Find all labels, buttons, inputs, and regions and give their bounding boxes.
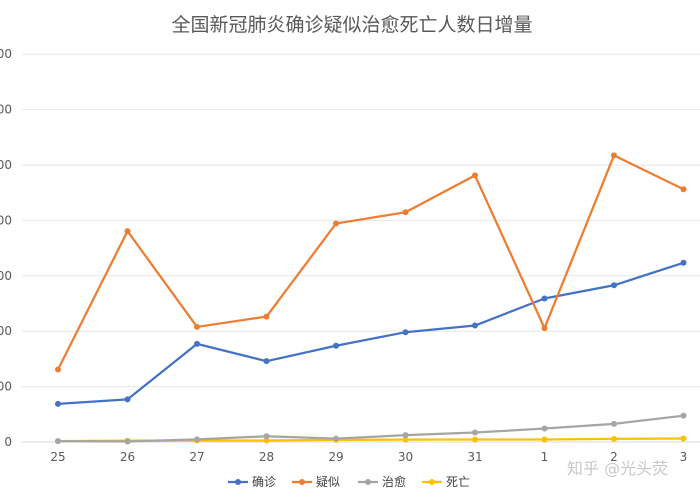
data-point-死亡-3 — [680, 435, 687, 442]
data-point-确诊-30 — [402, 329, 409, 336]
data-point-疑似-3 — [680, 186, 687, 193]
series-line-疑似 — [56, 154, 685, 371]
legend-marker-疑似 — [299, 479, 305, 485]
legend-marker-死亡 — [429, 479, 435, 485]
data-point-确诊-25 — [55, 400, 61, 407]
data-point-治愈-25 — [55, 438, 61, 445]
legend-item-死亡: 死亡 — [422, 475, 470, 489]
x-axis-tick-labels: 25 26 27 28 29 30 31 1 2 3 — [50, 450, 687, 464]
legend-marker-治愈 — [365, 479, 371, 485]
data-point-确诊-28 — [263, 358, 270, 365]
data-point-确诊-31 — [472, 322, 478, 329]
data-point-死亡-1 — [541, 436, 548, 443]
data-point-疑似-27 — [194, 323, 200, 330]
y-tick-label-3000: 000 — [0, 269, 12, 283]
legend-item-疑似: 疑似 — [292, 474, 340, 489]
legend-marker-确诊 — [235, 479, 241, 485]
series-疑似 — [55, 152, 687, 373]
data-point-确诊-27 — [194, 340, 200, 347]
y-tick-label-2000: 000 — [0, 324, 12, 338]
legend-label-确诊: 确诊 — [252, 475, 276, 489]
y-tick-label-6000: 000 — [0, 103, 12, 117]
x-tick-label-30: 30 — [398, 450, 413, 464]
series-line-治愈 — [56, 414, 685, 443]
gridlines — [22, 53, 700, 443]
series-line-确诊 — [56, 261, 685, 406]
data-point-死亡-31 — [472, 436, 478, 443]
data-point-疑似-1 — [541, 325, 548, 332]
data-point-疑似-30 — [402, 209, 409, 216]
x-tick-label-29: 29 — [328, 450, 343, 464]
data-point-治愈-26 — [124, 438, 131, 445]
x-tick-label-25: 25 — [50, 450, 65, 464]
y-tick-label-4000: 000 — [0, 213, 12, 227]
chart-title: 全国新冠肺炎确诊疑似治愈死亡人数日增量 — [171, 14, 532, 36]
data-point-确诊-29 — [333, 342, 339, 349]
data-series — [55, 152, 687, 445]
data-point-死亡-2 — [611, 435, 617, 442]
x-tick-label-2: 2 — [610, 450, 618, 464]
watermark: 知乎 @光头荧 — [567, 459, 668, 478]
x-tick-label-1: 1 — [541, 450, 549, 464]
data-point-确诊-2 — [611, 282, 617, 289]
data-point-疑似-26 — [124, 228, 131, 235]
data-point-治愈-30 — [402, 432, 409, 439]
y-tick-label-7000: 000 — [0, 47, 12, 61]
y-tick-label-0: 0 — [4, 435, 12, 449]
data-point-治愈-29 — [333, 435, 339, 442]
data-point-治愈-1 — [541, 425, 548, 432]
legend-item-确诊: 确诊 — [228, 475, 276, 489]
legend-label-死亡: 死亡 — [446, 475, 470, 489]
x-tick-label-3: 3 — [680, 450, 688, 464]
data-point-确诊-26 — [124, 396, 131, 403]
data-point-疑似-29 — [333, 220, 339, 227]
data-point-治愈-2 — [611, 420, 617, 427]
x-tick-label-27: 27 — [189, 450, 204, 464]
legend-label-疑似: 疑似 — [316, 474, 340, 489]
legend: 确诊 疑似 治愈 死亡 — [228, 474, 470, 489]
legend-label-治愈: 治愈 — [382, 474, 406, 489]
data-point-治愈-31 — [472, 429, 478, 436]
x-tick-label-28: 28 — [259, 450, 274, 464]
data-point-死亡-28 — [263, 437, 270, 444]
x-tick-label-31: 31 — [467, 450, 482, 464]
data-point-疑似-28 — [263, 313, 270, 320]
data-point-死亡-30 — [402, 436, 409, 443]
data-point-治愈-27 — [194, 436, 200, 443]
data-point-疑似-2 — [611, 152, 617, 159]
data-point-疑似-25 — [55, 366, 61, 373]
y-tick-label-1000: 000 — [0, 380, 12, 394]
data-point-确诊-1 — [541, 295, 548, 302]
series-治愈 — [55, 412, 687, 445]
y-axis-tick-labels: 0000000000000000000000 — [0, 47, 12, 449]
y-tick-label-5000: 000 — [0, 158, 12, 172]
series-确诊 — [55, 259, 687, 407]
data-point-疑似-31 — [472, 172, 478, 179]
data-point-治愈-3 — [680, 412, 687, 419]
legend-item-治愈: 治愈 — [358, 474, 406, 489]
data-point-确诊-3 — [680, 259, 687, 266]
x-tick-label-26: 26 — [120, 450, 135, 464]
data-point-治愈-28 — [263, 433, 270, 440]
